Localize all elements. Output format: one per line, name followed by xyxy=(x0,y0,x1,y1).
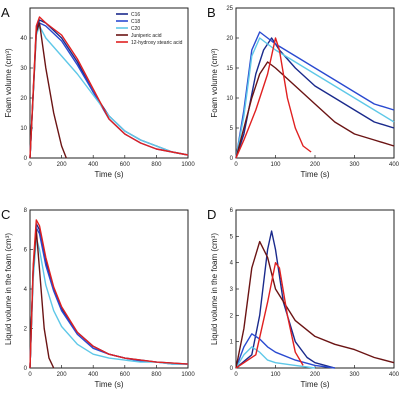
x-tick-label: 600 xyxy=(120,162,131,168)
panel-label: A xyxy=(1,5,10,20)
y-tick-label: 25 xyxy=(226,6,233,12)
panel-label: B xyxy=(207,5,216,20)
x-tick-label: 300 xyxy=(349,162,360,168)
y-tick-label: 10 xyxy=(226,96,233,102)
legend-entry: C18 xyxy=(131,19,140,25)
y-tick-label: 0 xyxy=(24,156,28,162)
y-tick-label: 1 xyxy=(230,340,234,346)
series-line-12-hydroxy-stearic-acid xyxy=(29,16,189,159)
x-tick-label: 0 xyxy=(234,372,238,378)
y-tick-label: 15 xyxy=(226,66,233,72)
x-tick-label: 200 xyxy=(310,372,321,378)
legend-entry: C16 xyxy=(131,12,140,18)
y-axis-label: Foam volume (cm³) xyxy=(210,48,219,118)
x-tick-label: 200 xyxy=(57,162,68,168)
series-line-juniperic-acid xyxy=(235,240,395,369)
plot-frame xyxy=(235,209,395,369)
series-line-c20 xyxy=(235,346,316,369)
y-tick-label: 4 xyxy=(24,287,28,293)
x-tick-label: 400 xyxy=(389,372,400,378)
y-tick-label: 5 xyxy=(230,234,234,240)
series-line-c16 xyxy=(29,223,189,369)
x-tick-label: 600 xyxy=(120,372,131,378)
panel-c: 0 200 400 600 800 1000 0 2 4 6 8 Time (s) Liquid vol… xyxy=(1,207,195,389)
series-line-12-hydroxy-stearic-acid xyxy=(235,37,312,159)
y-axis-label: Liquid volume in the foam (cm³) xyxy=(210,233,219,345)
y-tick-label: 6 xyxy=(230,208,234,214)
series-line-c16 xyxy=(235,37,395,159)
y-axis-label: Foam volume (cm³) xyxy=(4,48,13,118)
x-tick-label: 0 xyxy=(28,372,32,378)
x-tick-label: 800 xyxy=(151,162,162,168)
y-tick-label: 10 xyxy=(20,126,27,132)
series-line-c18 xyxy=(235,333,335,369)
x-tick-label: 200 xyxy=(57,372,68,378)
panel-label: C xyxy=(1,207,10,222)
panel-label: D xyxy=(207,207,216,222)
series-line-c18 xyxy=(29,227,188,369)
x-tick-label: 100 xyxy=(270,372,281,378)
x-tick-label: 800 xyxy=(151,372,162,378)
y-tick-label: 0 xyxy=(230,366,234,372)
x-tick-label: 0 xyxy=(28,162,32,168)
y-tick-label: 2 xyxy=(24,327,28,333)
legend-entry: 12-hydroxy stearic acid xyxy=(131,40,183,46)
y-axis-label: Liquid volume in the foam (cm³) xyxy=(4,233,13,345)
x-tick-label: 400 xyxy=(389,162,400,168)
panel-d: 0 100 200 300 400 0 1 2 3 4 5 6 Time (s) Liquid volum… xyxy=(207,207,400,389)
series-line-c20 xyxy=(235,37,395,159)
y-tick-label: 4 xyxy=(230,261,234,267)
legend-entry: Juniperic acid xyxy=(131,33,162,39)
y-tick-label: 40 xyxy=(20,36,27,42)
y-tick-label: 30 xyxy=(20,66,27,72)
x-tick-label: 1000 xyxy=(181,162,195,168)
series-line-12-hydroxy-stearic-acid xyxy=(29,219,189,369)
y-tick-label: 6 xyxy=(24,248,28,254)
y-tick-label: 8 xyxy=(24,208,28,214)
y-tick-label: 20 xyxy=(226,36,233,42)
series-line-juniperic-acid xyxy=(235,61,395,159)
y-tick-label: 0 xyxy=(230,156,234,162)
x-axis-label: Time (s) xyxy=(300,380,329,389)
y-tick-label: 3 xyxy=(230,287,234,293)
series-line-c18 xyxy=(235,31,395,159)
series-line-12-hydroxy-stearic-acid xyxy=(235,262,304,369)
legend-entry: C20 xyxy=(131,26,140,32)
plot-frame xyxy=(235,7,395,159)
x-tick-label: 0 xyxy=(234,162,238,168)
plot-frame xyxy=(29,7,189,159)
x-tick-label: 300 xyxy=(349,372,360,378)
panel-b: 0 100 200 300 400 0 5 10 15 20 25 Time (s) Foam volu… xyxy=(207,5,400,179)
series-line-c20 xyxy=(29,236,188,369)
y-tick-label: 5 xyxy=(230,126,234,132)
x-tick-label: 1000 xyxy=(181,372,195,378)
x-axis-label: Time (s) xyxy=(94,170,123,179)
y-tick-label: 20 xyxy=(20,96,27,102)
y-tick-label: 0 xyxy=(24,366,28,372)
x-tick-label: 400 xyxy=(88,372,99,378)
panel-a: 0 200 400 600 800 1000 0 10 20 30 40 Time (s) Foam v… xyxy=(1,5,195,179)
x-tick-label: 100 xyxy=(270,162,281,168)
x-axis-label: Time (s) xyxy=(300,170,329,179)
x-tick-label: 200 xyxy=(310,162,321,168)
series-line-c16 xyxy=(235,230,335,369)
y-tick-label: 2 xyxy=(230,313,234,319)
x-tick-label: 400 xyxy=(88,162,99,168)
x-axis-label: Time (s) xyxy=(94,380,123,389)
